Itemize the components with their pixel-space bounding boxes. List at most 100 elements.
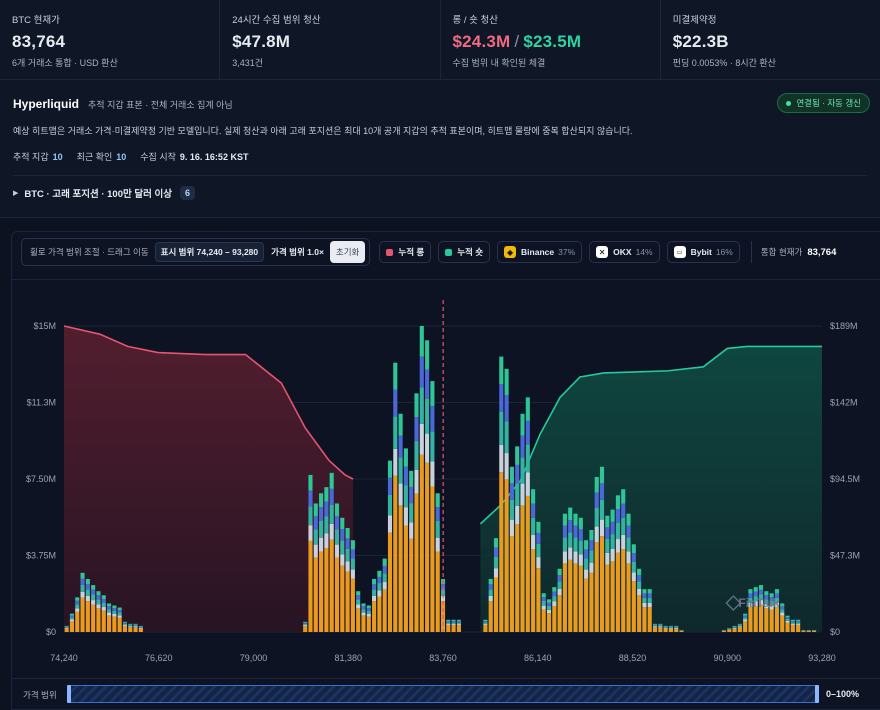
liquidation-bar-segment — [80, 591, 85, 598]
liquidation-bar-segment — [122, 625, 128, 627]
liquidation-bar-segment — [414, 441, 419, 470]
liquidation-bar-segment — [409, 470, 414, 487]
liquidation-bar-segment — [552, 601, 557, 606]
y-right-tick-label: $142M — [830, 398, 858, 408]
hyperliquid-section: Hyperliquid 추적 지갑 표본 · 전체 거래소 집계 아님 연결됨 … — [0, 80, 880, 218]
liquidation-bar-segment — [642, 602, 647, 608]
liquidation-bar-segment — [128, 623, 133, 625]
liquidation-bar-segment — [541, 593, 546, 598]
liquidation-bar-segment — [85, 584, 90, 590]
liquidation-bar-segment — [64, 627, 69, 628]
legend-pct: 16% — [715, 247, 733, 257]
liquidation-bar-segment — [748, 602, 753, 608]
liquidation-bar-segment — [796, 622, 801, 624]
liquidation-bar-segment — [732, 628, 737, 632]
liquidation-bar-segment — [414, 469, 419, 494]
liquidation-bar-segment — [790, 622, 795, 624]
legend-cum-short[interactable]: 누적 숏 — [438, 241, 491, 263]
bybit-icon: ▭ — [673, 246, 686, 258]
liquidation-bar-segment — [308, 525, 313, 541]
liquidation-bar-segment — [531, 517, 536, 535]
liquidation-bar-segment — [769, 605, 774, 610]
liquidation-bar-segment — [531, 549, 536, 632]
liquidation-bar-segment — [811, 630, 817, 632]
liquidation-bar-segment — [308, 506, 313, 526]
binance-icon: ◆ — [504, 246, 517, 258]
range-handle-right[interactable] — [815, 685, 819, 703]
liquidation-bar-segment — [96, 595, 101, 600]
liquidation-bar-segment — [631, 544, 636, 554]
liquidation-bar-segment — [499, 356, 504, 385]
connection-status-text: 연결됨 · 자동 갱신 — [796, 98, 861, 108]
liquidation-bar-segment — [737, 627, 742, 632]
liquidation-bar-segment — [366, 608, 371, 611]
tracked-wallets: 추적 지갑 10 — [13, 150, 63, 163]
liquidation-bar-segment — [101, 610, 106, 632]
liquidation-bar-segment — [573, 563, 578, 632]
liquidation-bar-segment — [372, 584, 377, 590]
liquidation-bar-segment — [584, 569, 589, 579]
liquidation-bar-segment — [446, 622, 451, 624]
liquidation-bar-segment — [663, 625, 668, 627]
liquidation-bar-segment — [128, 626, 133, 628]
liquidation-bar-segment — [377, 570, 382, 577]
liquidation-bar-segment — [340, 517, 345, 530]
chart-svg[interactable]: $0 $3.75M $7.50M $11.3M $15M $0 $47.3M $94.5M $1… — [12, 280, 880, 668]
legend-binance[interactable]: ◆ Binance 37% — [497, 241, 583, 263]
liquidation-bars — [64, 326, 817, 632]
liquidation-bar-segment — [483, 624, 488, 632]
liquidation-bar-segment — [446, 619, 451, 621]
legend-okx[interactable]: ✕ OKX 14% — [589, 241, 660, 263]
tracked-value: 10 — [52, 152, 63, 162]
liquidation-bar-segment — [674, 628, 679, 632]
liquidation-bar-segment — [531, 503, 536, 518]
current-price-readout: 통합 현재가 83,764 — [750, 241, 836, 263]
liquidation-bar-segment — [626, 513, 631, 526]
liquidation-bar-segment — [414, 393, 419, 418]
liquidation-bar-segment — [546, 599, 552, 603]
whale-positions-toggle[interactable]: ▶ BTC · 고래 포지션 · 100만 달러 이상 6 — [13, 186, 195, 200]
reset-button[interactable]: 초기화 — [329, 241, 366, 263]
liquidation-bar-segment — [737, 625, 742, 627]
liquidation-bar-segment — [647, 602, 652, 608]
liquidation-bar-segment — [573, 513, 578, 526]
legend-cum-long[interactable]: 누적 롱 — [379, 241, 432, 263]
liquidation-bar-segment — [531, 489, 536, 504]
liquidation-bar-segment — [525, 472, 530, 496]
range-track[interactable] — [67, 685, 819, 703]
liquidation-bar-segment — [451, 623, 456, 625]
liquidation-bar-segment — [578, 565, 583, 632]
liquidation-bar-segment — [599, 466, 605, 484]
liquidation-bar-segment — [536, 557, 541, 569]
liquidation-bar-segment — [568, 559, 573, 632]
liquidation-bar-segment — [138, 628, 143, 632]
liquidation-bar-segment — [668, 626, 673, 628]
liquidation-bar-segment — [80, 572, 85, 579]
liquidation-bar-segment — [753, 605, 758, 632]
liquidation-heatmap-chart[interactable]: $0 $3.75M $7.50M $11.3M $15M $0 $47.3M $94.5M $1… — [12, 279, 880, 667]
liquidation-bar-segment — [356, 591, 361, 596]
liquidation-bar-segment — [785, 620, 790, 623]
liquidation-bar-segment — [366, 605, 371, 609]
liquidation-bar-segment — [584, 549, 589, 559]
liquidation-bar-segment — [488, 601, 493, 632]
x-tick-label: 74,240 — [50, 653, 78, 663]
liquidation-bar-segment — [398, 413, 403, 436]
liquidation-bar-segment — [75, 600, 80, 605]
liquidation-bar-segment — [753, 601, 758, 606]
liquidation-bar-segment — [753, 591, 758, 597]
liquidation-bar-segment — [91, 604, 96, 632]
liquidation-bar-segment — [133, 624, 138, 626]
liquidation-bar-segment — [64, 626, 69, 628]
liquidation-bar-segment — [96, 591, 101, 596]
liquidation-bar-segment — [308, 540, 313, 632]
legend-bybit[interactable]: ▭ Bybit 16% — [666, 241, 740, 263]
range-handle-left[interactable] — [67, 685, 71, 703]
liquidation-bar-segment — [652, 626, 658, 628]
liquidation-bar-segment — [743, 619, 748, 622]
liquidation-bar-segment — [334, 529, 340, 545]
liquidation-bar-segment — [525, 397, 530, 421]
liquidation-bar-segment — [626, 551, 631, 564]
stat-label: BTC 현재가 — [12, 15, 60, 26]
liquidation-bar-segment — [329, 504, 334, 524]
